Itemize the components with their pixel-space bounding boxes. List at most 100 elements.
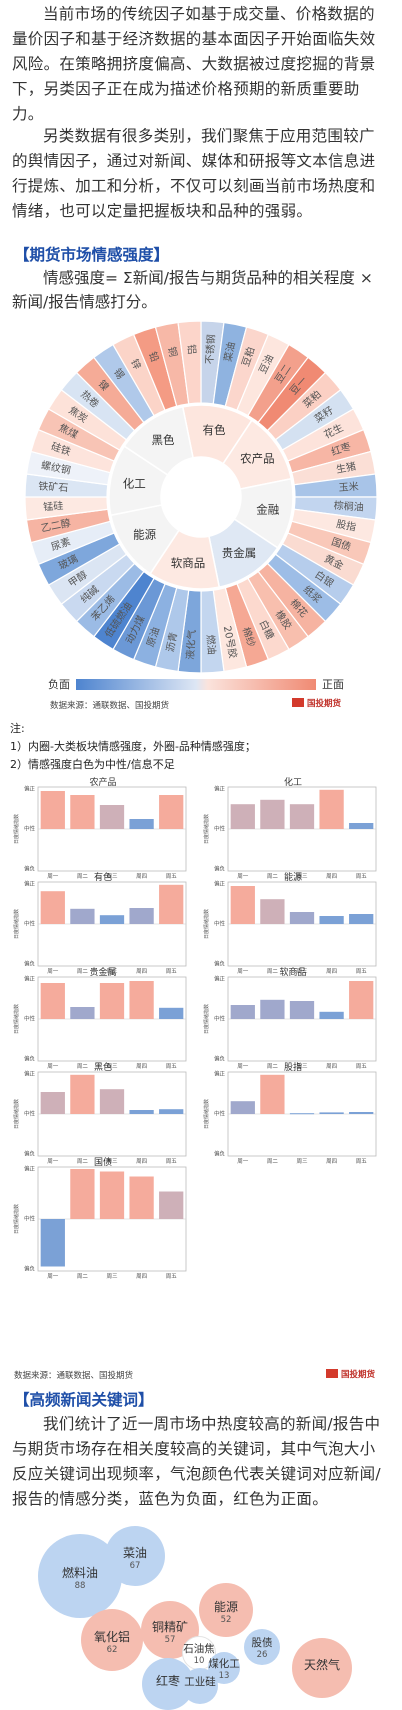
bar [319, 916, 344, 924]
y-tick-label: 中性 [24, 1215, 36, 1223]
bar-chart-title: 有色 [93, 873, 112, 883]
outer-segment [177, 320, 202, 405]
x-tick-label: 周四 [136, 1063, 147, 1070]
sentiment-bar-chart: 能源 偏正 中性 偏负 日度情绪指数 周一 周二 周三 周四 周五 [200, 870, 386, 980]
bar [349, 823, 374, 829]
bubble-keyword: 工业硅 [184, 1676, 216, 1688]
sentiment-bar-chart: 国债 偏正 中性 偏负 日度情绪指数 周一 周二 周三 周四 周五 [10, 1155, 196, 1285]
outer-segment-label: 燃油 [204, 634, 218, 655]
keyword-bubble: 天然气 [292, 1638, 352, 1698]
bar [129, 1110, 154, 1114]
x-tick-label: 周一 [47, 1273, 59, 1280]
y-tick-label: 偏负 [214, 865, 226, 873]
x-tick-label: 周一 [237, 1063, 249, 1070]
x-tick-label: 周一 [47, 1158, 59, 1165]
bar-chart-title: 黑色 [93, 1063, 112, 1073]
x-tick-label: 周一 [47, 873, 59, 880]
keyword-bubble: 石油焦 10 [182, 1636, 216, 1670]
sentiment-bar-chart: 黑色 偏正 中性 偏负 日度情绪指数 周一 周二 周三 周四 周五 [10, 1060, 196, 1170]
y-tick-label: 偏正 [24, 880, 36, 888]
y-tick-label: 偏正 [214, 1070, 226, 1078]
y-axis-label: 日度情绪指数 [203, 1099, 210, 1129]
sentiment-bar-chart: 软商品 偏正 中性 偏负 日度情绪指数 周一 周二 周三 周四 周五 [200, 965, 386, 1075]
bar [70, 908, 95, 924]
bar [129, 819, 154, 829]
inner-segment-label: 农产品 [240, 452, 275, 466]
y-axis-label: 日度情绪指数 [13, 1004, 20, 1034]
logo-text: 国投期货 [307, 699, 342, 709]
bubble-keyword: 氧化铝 [93, 1630, 130, 1644]
x-tick-label: 周四 [136, 1158, 147, 1165]
bar-chart-title: 化工 [283, 778, 302, 788]
note-2: 2）情感强度白色为中性/信息不足 [10, 758, 175, 771]
bar [159, 1191, 184, 1219]
bar [159, 884, 184, 924]
section-title-sentiment: 【期货市场情感强度】 [14, 246, 170, 264]
x-tick-label: 周五 [166, 968, 178, 975]
bar-charts-logo: 国投期货 [326, 1368, 375, 1380]
x-tick-label: 周三 [106, 1063, 118, 1070]
bar [99, 1171, 125, 1219]
y-tick-label: 偏负 [214, 1055, 226, 1063]
bar [129, 908, 154, 924]
x-tick-label: 周二 [267, 968, 279, 975]
x-tick-label: 周三 [106, 1158, 118, 1165]
y-tick-label: 中性 [24, 825, 36, 833]
sentiment-formula: 情感强度= Σ新闻/报告与期货品种的相关程度 × 新闻/报告情感打分。 [12, 269, 373, 311]
bubble-count: 10 [193, 1656, 205, 1666]
intro-paragraph-2: 另类数据有很多类别，我们聚焦于应用范围较广的舆情因子，通过对新闻、媒体和研报等文… [12, 127, 376, 220]
bubble-count: 67 [129, 1561, 141, 1571]
y-tick-label: 中性 [214, 1110, 226, 1118]
y-tick-label: 偏负 [214, 1150, 226, 1158]
y-tick-label: 偏负 [24, 1265, 36, 1273]
y-tick-label: 偏正 [24, 1070, 36, 1078]
outer-segment-label: 锰硅 [43, 499, 64, 513]
bubble-count: 26 [256, 1650, 268, 1660]
outer-segment-label: 铜 [165, 346, 179, 358]
sentiment-bar-chart: 有色 偏正 中性 偏负 日度情绪指数 周一 周二 周三 周四 周五 [10, 870, 196, 980]
bar [289, 1113, 315, 1115]
bar [40, 1092, 65, 1114]
bar [260, 799, 285, 829]
bar [289, 1001, 315, 1019]
y-tick-label: 中性 [214, 825, 226, 833]
x-tick-label: 周四 [326, 873, 337, 880]
inner-segment-label: 化工 [123, 476, 146, 490]
y-tick-label: 偏负 [24, 865, 36, 873]
bar [40, 1219, 65, 1267]
bar [159, 795, 184, 829]
x-tick-label: 周五 [356, 1158, 368, 1165]
bubble-count: 88 [74, 1581, 86, 1591]
bubble-count: 62 [106, 1645, 118, 1655]
bar [159, 1007, 184, 1019]
bar [260, 899, 285, 924]
outer-segment-label: 玉米 [338, 480, 359, 494]
bar [99, 1089, 125, 1114]
y-axis-label: 日度情绪指数 [203, 814, 210, 844]
x-tick-label: 周四 [326, 1158, 337, 1165]
x-tick-label: 周四 [326, 968, 337, 975]
x-tick-label: 周三 [106, 1273, 118, 1280]
notes-label: 注: [10, 722, 25, 735]
intro-paragraph-1: 当前市场的传统因子如基于成交量、价格数据的量价因子和基于经济数据的基本面因子开始… [12, 5, 376, 123]
x-tick-label: 周三 [296, 1063, 308, 1070]
bar [349, 914, 374, 924]
x-tick-label: 周五 [166, 1158, 178, 1165]
sunburst-source: 数据来源：通联数据、国投期货 [50, 701, 170, 711]
bar [319, 1112, 344, 1114]
x-tick-label: 周二 [77, 1273, 89, 1280]
bar [289, 804, 315, 829]
legend-positive-label: 正面 [322, 678, 344, 691]
inner-segment-label: 能源 [133, 527, 156, 541]
y-tick-label: 偏正 [24, 975, 36, 983]
bar-chart-title: 国债 [93, 1158, 112, 1168]
inner-segment-label: 软商品 [171, 556, 206, 570]
sunburst-logo: 国投期货 [292, 697, 341, 709]
y-axis-label: 日度情绪指数 [13, 1099, 20, 1129]
bar-chart-title: 贵金属 [89, 968, 117, 978]
bubble-count: 13 [218, 1671, 230, 1681]
bar [99, 805, 125, 829]
bar [349, 981, 374, 1019]
